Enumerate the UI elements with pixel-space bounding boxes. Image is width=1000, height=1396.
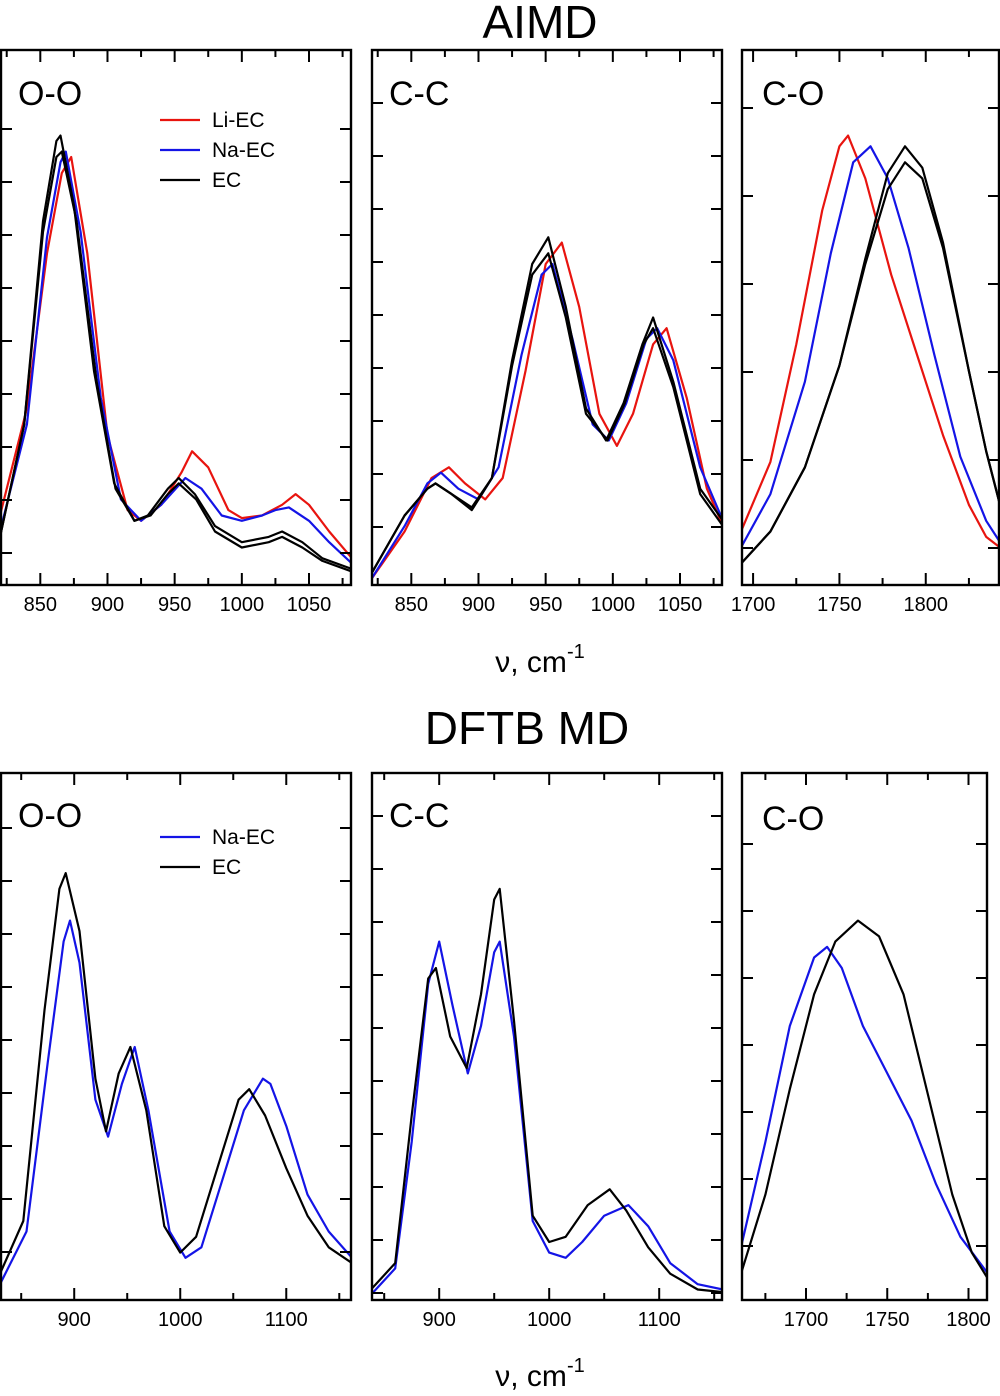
x-tick-label: 900	[91, 594, 124, 616]
panel-aimd-cc: 850 900 950 1000 1050 C-C	[370, 48, 724, 616]
x-tick-label: 1050	[287, 594, 332, 616]
x-tick-label: 950	[158, 594, 191, 616]
x-tick-label: 1000	[158, 1309, 203, 1331]
plot-frame	[0, 48, 353, 587]
panel-dftb-co: 1700 1750 1800 C-O	[740, 771, 991, 1331]
x-tick-label: 850	[24, 594, 57, 616]
x-tick-label: 1000	[220, 594, 265, 616]
series-line-ec	[371, 887, 723, 1294]
panel-dftb-oo: 900 1000 1100 O-O Na-EC EC	[0, 771, 353, 1331]
series-group	[371, 236, 723, 581]
series-line-ec	[371, 236, 723, 575]
x-tick-label: 1800	[904, 594, 949, 616]
panel-dftb-cc: 900 1000 1100 C-C	[370, 771, 724, 1331]
series-line-na-ec	[371, 262, 723, 581]
x-tick-label: 1700	[784, 1309, 829, 1331]
plot-frame	[0, 771, 353, 1302]
legend-label: Na-EC	[212, 826, 275, 849]
x-tick-label: 1000	[527, 1309, 572, 1331]
x-tick-label: 900	[423, 1309, 456, 1331]
panel-aimd-oo: 850 900 950 1000 1050 O-O Li-EC Na-EC EC	[0, 48, 353, 616]
series-line-na-ec	[741, 945, 988, 1275]
panel-label: C-C	[389, 75, 449, 113]
series-line-ec	[0, 134, 352, 571]
series-line-na-ec	[741, 145, 1000, 549]
x-axis-label-dftb-main: ν, cm	[495, 1360, 567, 1393]
panel-label: C-C	[389, 797, 449, 835]
legend: Na-EC EC	[160, 826, 275, 879]
plot-frame	[740, 771, 989, 1302]
x-tick-label: 1800	[946, 1309, 991, 1331]
legend: Li-EC Na-EC EC	[160, 109, 275, 192]
section-title-aimd: AIMD	[483, 0, 598, 48]
x-axis-label-aimd-sup: -1	[567, 641, 585, 663]
x-tick-label: 1750	[817, 594, 862, 616]
x-axis-label-dftb: ν, cm-1	[495, 1355, 584, 1393]
series-line-ec	[371, 252, 723, 575]
series-group	[371, 887, 723, 1296]
x-tick-label: 1100	[265, 1309, 308, 1331]
panel-label: O-O	[18, 797, 82, 835]
x-tick-label: 900	[58, 1309, 91, 1331]
series-line-ec	[741, 145, 1000, 565]
plot-frame	[740, 48, 1000, 587]
plot-frame	[370, 771, 724, 1302]
section-title-dftb: DFTB MD	[425, 702, 629, 754]
legend-label: Na-EC	[212, 139, 275, 162]
x-tick-label: 900	[462, 594, 495, 616]
x-tick-label: 1700	[731, 594, 776, 616]
panel-label: O-O	[18, 75, 82, 113]
x-axis-label-aimd: ν, cm-1	[495, 641, 584, 679]
series-line-ec	[0, 872, 352, 1275]
series-line-li-ec	[0, 155, 352, 560]
x-tick-label: 1050	[658, 594, 703, 616]
series-line-ec	[741, 919, 988, 1280]
panel-label: C-O	[762, 800, 824, 838]
legend-label: EC	[212, 169, 241, 192]
x-axis-label-aimd-main: ν, cm	[495, 646, 567, 679]
series-group	[0, 134, 352, 573]
series-group	[0, 872, 352, 1285]
legend-label: Li-EC	[212, 109, 265, 132]
panel-label: C-O	[762, 75, 824, 113]
x-tick-label: 1000	[591, 594, 636, 616]
series-line-ec	[741, 161, 1000, 565]
series-group	[741, 134, 1000, 565]
series-line-na-ec	[0, 150, 352, 565]
series-line-na-ec	[0, 919, 352, 1285]
series-line-na-ec	[371, 940, 723, 1296]
panels-aimd: 850 900 950 1000 1050 O-O Li-EC Na-EC EC 850 900 95…	[0, 48, 1000, 616]
x-tick-label: 950	[529, 594, 562, 616]
series-group	[741, 919, 988, 1280]
series-line-li-ec	[741, 134, 1000, 549]
x-tick-label: 850	[395, 594, 428, 616]
series-line-ec	[0, 150, 352, 573]
panel-aimd-co: 1700 1750 1800 C-O	[731, 48, 1000, 616]
x-tick-label: 1100	[638, 1309, 681, 1331]
x-axis-label-dftb-sup: -1	[567, 1355, 585, 1377]
x-tick-label: 1750	[865, 1309, 910, 1331]
plot-frame	[370, 48, 724, 587]
series-line-li-ec	[371, 241, 723, 581]
legend-label: EC	[212, 856, 241, 879]
